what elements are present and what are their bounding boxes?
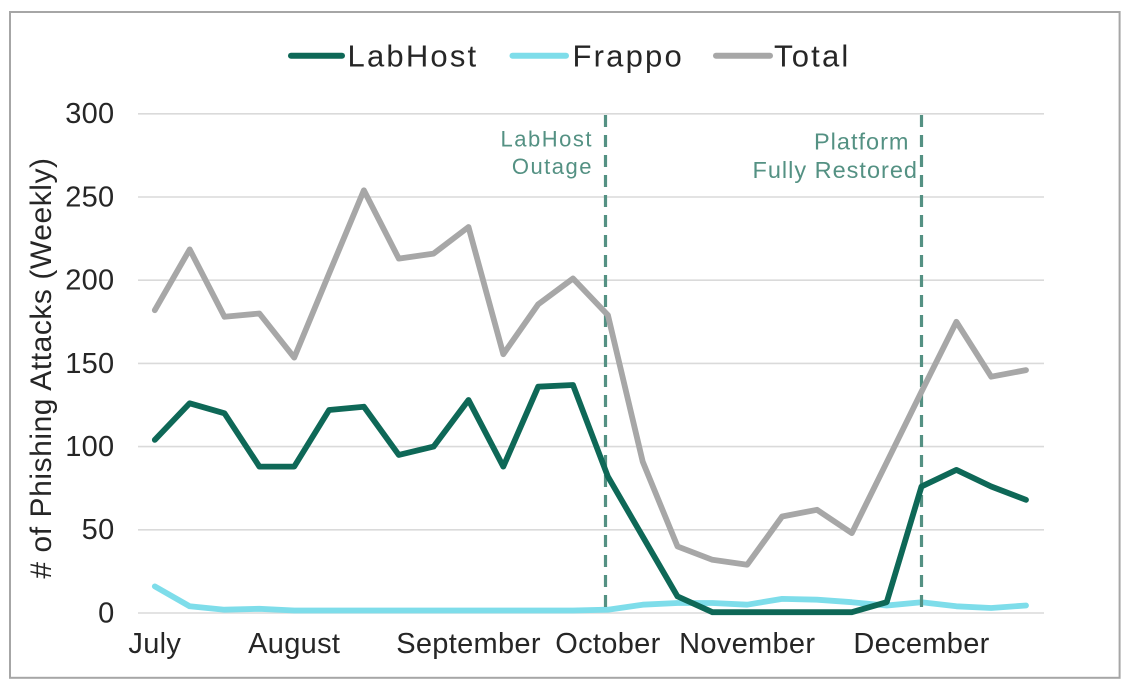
svg-text:100: 100 bbox=[65, 431, 114, 463]
svg-text:150: 150 bbox=[65, 348, 114, 380]
svg-text:October: October bbox=[555, 628, 660, 660]
svg-text:200: 200 bbox=[65, 265, 114, 297]
svg-text:September: September bbox=[396, 628, 541, 660]
svg-text:# of Phishing Attacks (Weekly): # of Phishing Attacks (Weekly) bbox=[25, 157, 58, 578]
svg-text:August: August bbox=[248, 628, 340, 660]
svg-text:LabHost: LabHost bbox=[348, 39, 479, 74]
svg-text:Outage: Outage bbox=[512, 154, 593, 179]
svg-text:250: 250 bbox=[65, 181, 114, 213]
svg-text:Fully Restored: Fully Restored bbox=[753, 157, 919, 183]
svg-text:50: 50 bbox=[82, 514, 115, 546]
svg-text:Platform: Platform bbox=[814, 129, 910, 155]
svg-text:300: 300 bbox=[65, 98, 114, 130]
svg-text:November: November bbox=[679, 628, 815, 660]
svg-text:LabHost: LabHost bbox=[501, 127, 593, 152]
svg-text:Total: Total bbox=[774, 39, 850, 74]
svg-text:July: July bbox=[128, 628, 181, 660]
svg-text:0: 0 bbox=[98, 597, 114, 629]
svg-text:Frappo: Frappo bbox=[573, 39, 684, 74]
svg-text:December: December bbox=[853, 628, 989, 660]
